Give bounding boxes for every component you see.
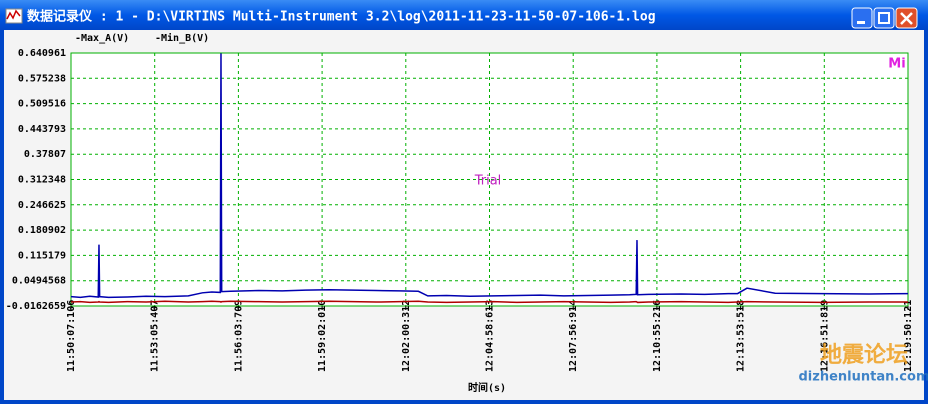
y-tick-label: 0.312348	[18, 174, 66, 185]
data-line	[70, 300, 908, 304]
trial-label: Trial	[474, 174, 502, 189]
minimize-button[interactable]	[851, 7, 873, 29]
x-tick-label: 12:13:53:518	[736, 300, 747, 372]
y-tick-label: 0.575238	[18, 73, 66, 84]
watermark-url: dizhenluntan.com	[799, 370, 928, 385]
x-tick-label: 11:53:05:407	[150, 300, 161, 372]
y-tick-label: 0.37807	[24, 149, 66, 160]
x-tick-label: 12:02:00:312	[401, 300, 412, 372]
y-tick-label: 0.246625	[18, 200, 66, 211]
x-tick-label: 12:07:56:914	[568, 300, 579, 372]
legend-entry: -Max_A(V)	[75, 33, 129, 44]
x-tick-label: 12:16:51:819	[819, 300, 830, 372]
y-tick-label: 0.443793	[18, 124, 66, 135]
y-tick-label: -0.0162659	[6, 301, 66, 312]
legend-entry: -Min_B(V)	[155, 32, 209, 44]
y-tick-label: 0.180902	[18, 225, 66, 236]
x-tick-label: 12:19:50:121	[903, 300, 914, 372]
x-axis-label: 时间(s)	[468, 381, 506, 394]
maximize-button[interactable]	[873, 7, 895, 29]
x-tick-label: 11:59:02:010	[317, 300, 328, 372]
app-icon	[5, 8, 23, 24]
watermark-logo: 地震论坛	[820, 342, 908, 368]
close-button[interactable]	[895, 7, 918, 29]
x-tick-label: 11:50:07:106	[66, 300, 77, 372]
data-line	[70, 53, 909, 299]
title-bar	[0, 0, 928, 30]
x-tick-label: 11:56:03:709	[233, 300, 244, 372]
y-tick-label: 0.0494568	[12, 276, 66, 287]
y-tick-label: 0.115179	[18, 250, 66, 261]
mi-label: Mi	[888, 57, 905, 72]
y-tick-label: 0.509516	[18, 99, 66, 110]
window-title: 数据记录仪 : 1 - D:\VIRTINS Multi-Instrument …	[27, 9, 656, 25]
x-tick-label: 12:04:58:613	[484, 300, 495, 372]
x-tick-label: 12:10:55:216	[652, 300, 663, 372]
y-tick-label: 0.640961	[18, 48, 66, 59]
